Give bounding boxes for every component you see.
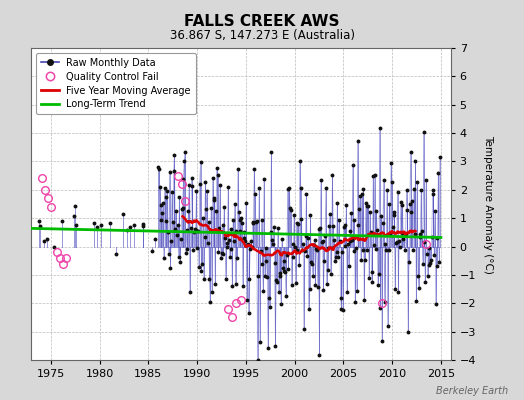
- Text: FALLS CREEK AWS: FALLS CREEK AWS: [184, 14, 340, 29]
- Y-axis label: Temperature Anomaly (°C): Temperature Anomaly (°C): [483, 134, 493, 274]
- Legend: Raw Monthly Data, Quality Control Fail, Five Year Moving Average, Long-Term Tren: Raw Monthly Data, Quality Control Fail, …: [36, 53, 196, 114]
- Text: 36.867 S, 147.273 E (Australia): 36.867 S, 147.273 E (Australia): [169, 29, 355, 42]
- Text: Berkeley Earth: Berkeley Earth: [436, 386, 508, 396]
